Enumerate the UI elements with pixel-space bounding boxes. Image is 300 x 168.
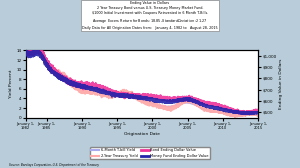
Text: Source: Barclays Corporation, U.S. Department of the Treasury: Source: Barclays Corporation, U.S. Depar… xyxy=(9,163,99,167)
X-axis label: Origination Date: Origination Date xyxy=(124,132,160,136)
Text: Ending Value in Dollars
2 Year Treasury Bond versus U.S. Treasury Money Market F: Ending Value in Dollars 2 Year Treasury … xyxy=(82,1,218,30)
Y-axis label: Yield Percent: Yield Percent xyxy=(9,70,14,98)
Y-axis label: Ending Value in Dollars: Ending Value in Dollars xyxy=(279,59,283,109)
Legend: 6-Month T-bill Yield, 2-Year Treasury Yield, Bond Ending Dollar Value, Money Fun: 6-Month T-bill Yield, 2-Year Treasury Yi… xyxy=(90,147,210,159)
